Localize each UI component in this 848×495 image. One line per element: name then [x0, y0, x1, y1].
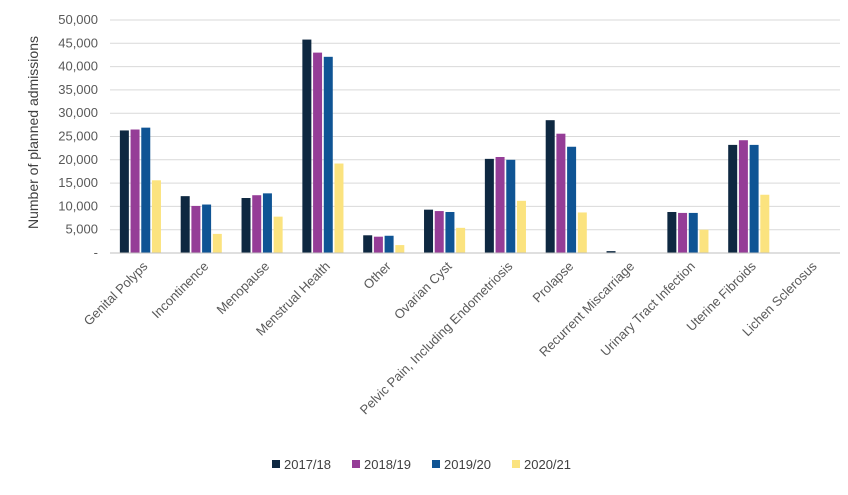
- bar-2019-20: [384, 235, 394, 253]
- gridlines: [110, 19, 840, 231]
- bar-2017-18: [241, 198, 251, 253]
- y-tick-label: 20,000: [58, 152, 98, 167]
- bar-2020-21: [395, 245, 405, 253]
- bar-2019-20: [323, 56, 333, 254]
- y-tick-label: 10,000: [58, 198, 98, 213]
- y-tick-label: -: [94, 245, 98, 260]
- bar-2017-18: [606, 251, 616, 253]
- bar-2017-18: [667, 211, 677, 253]
- y-tick-label: 45,000: [58, 35, 98, 50]
- y-tick-label: 50,000: [58, 12, 98, 27]
- bars: [119, 39, 770, 254]
- bar-2018-19: [678, 212, 688, 253]
- y-tick-label: 25,000: [58, 129, 98, 144]
- bar-2020-21: [699, 229, 709, 253]
- bar-2017-18: [484, 158, 494, 253]
- legend: 2017/18 2018/19 2019/20 2020/21: [272, 457, 571, 472]
- legend-swatch: [432, 460, 440, 468]
- y-tick-label: 35,000: [58, 82, 98, 97]
- y-tick-label: 15,000: [58, 175, 98, 190]
- y-axis-title: Number of planned admissions: [25, 36, 41, 229]
- bar-2017-18: [545, 120, 555, 253]
- bar-2018-19: [373, 236, 383, 253]
- x-tick-label: Incontinence: [149, 259, 212, 322]
- x-tick-label: Genital Polyps: [81, 258, 151, 328]
- bar-2020-21: [334, 163, 344, 253]
- bar-2017-18: [119, 130, 129, 253]
- bar-2018-19: [495, 157, 505, 253]
- bar-2020-21: [516, 200, 526, 253]
- bar-2020-21: [212, 233, 222, 253]
- bar-2019-20: [141, 127, 151, 253]
- bar-2018-19: [130, 129, 140, 253]
- bar-2019-20: [749, 144, 759, 253]
- legend-swatch: [352, 460, 360, 468]
- legend-label: 2018/19: [364, 457, 411, 472]
- y-axis-ticks: - 5,000 10,000 15,000 20,000 25,000 30,000 35,0…: [58, 12, 98, 260]
- bar-2018-19: [434, 211, 444, 253]
- bar-2020-21: [577, 212, 587, 253]
- bar-2018-19: [556, 133, 566, 253]
- x-tick-label: Ovarian Cyst: [391, 258, 455, 322]
- bar-2019-20: [202, 204, 212, 253]
- bar-2017-18: [728, 144, 738, 253]
- legend-swatch: [272, 460, 280, 468]
- bar-2020-21: [456, 227, 466, 253]
- x-tick-label: Other: [360, 258, 394, 292]
- legend-label: 2019/20: [444, 457, 491, 472]
- legend-label: 2017/18: [284, 457, 331, 472]
- legend-label: 2020/21: [524, 457, 571, 472]
- legend-swatch: [512, 460, 520, 468]
- bar-2019-20: [506, 159, 516, 253]
- bar-2017-18: [363, 235, 373, 253]
- y-tick-label: 30,000: [58, 105, 98, 120]
- bar-2019-20: [445, 211, 455, 253]
- bar-2018-19: [738, 140, 748, 253]
- bar-2020-21: [760, 194, 770, 253]
- bar-2019-20: [262, 193, 272, 253]
- bar-2018-19: [191, 205, 201, 253]
- bar-2019-20: [567, 146, 577, 253]
- bar-2020-21: [273, 216, 283, 253]
- bar-2017-18: [424, 209, 434, 253]
- y-tick-label: 5,000: [65, 222, 98, 237]
- bar-2017-18: [302, 39, 312, 254]
- y-tick-label: 40,000: [58, 59, 98, 74]
- bar-2018-19: [313, 52, 323, 254]
- x-tick-label: Prolapse: [529, 259, 576, 306]
- bar-2017-18: [180, 196, 190, 253]
- x-tick-label: Menopause: [214, 259, 273, 318]
- bar-2020-21: [151, 180, 161, 253]
- bar-2018-19: [252, 195, 262, 253]
- bar-2019-20: [688, 212, 698, 253]
